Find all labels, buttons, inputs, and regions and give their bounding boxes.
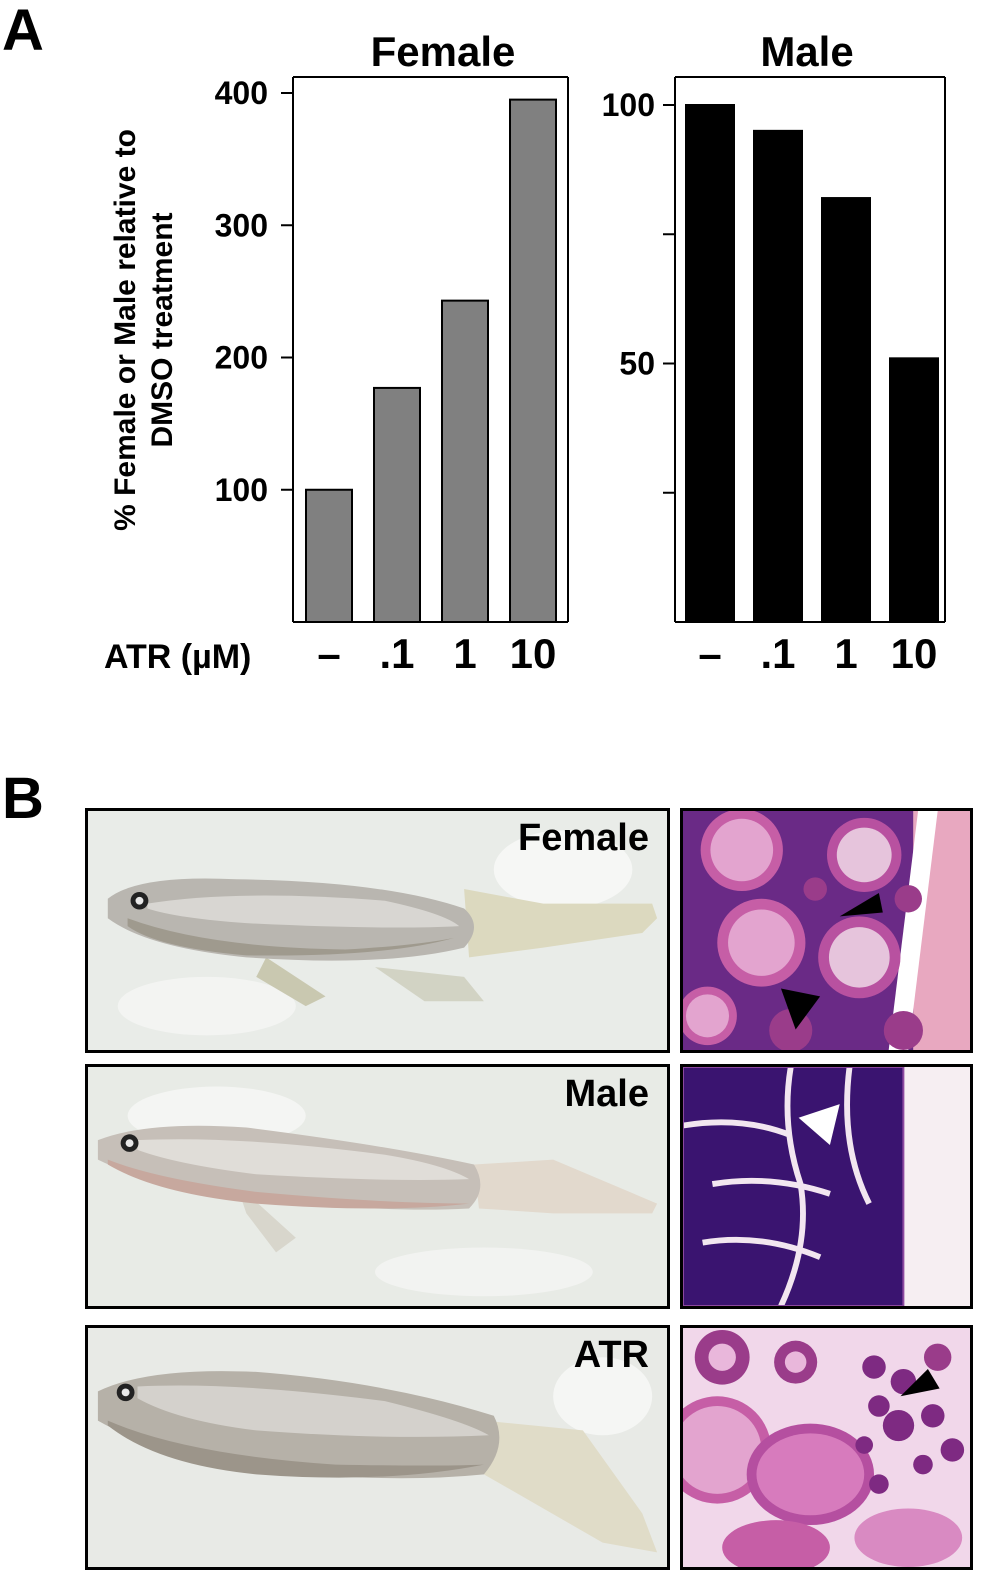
female-category-label: – — [317, 630, 340, 677]
female-y-tick-label: 300 — [215, 207, 268, 243]
atr-fish-photo: ATR — [85, 1325, 670, 1570]
female-category-label: .1 — [379, 630, 414, 677]
male-histology-image — [680, 1064, 973, 1309]
male-bar — [753, 129, 803, 623]
atr-label: ATR — [573, 1334, 649, 1376]
male-category-label: 1 — [834, 630, 857, 677]
male-category-label: 10 — [891, 630, 938, 677]
male-label: Male — [564, 1073, 649, 1115]
arrowhead-icon — [900, 1368, 940, 1397]
x-axis-title: ATR (µM) — [104, 638, 251, 676]
female-bar — [441, 299, 489, 623]
male-chart: Male 50 100 – .1 1 10 — [602, 28, 946, 677]
panel-a-letter: A — [2, 0, 44, 63]
female-category-label: 10 — [510, 630, 557, 677]
female-category-label: 1 — [453, 630, 476, 677]
arrowhead-icon — [780, 988, 821, 1030]
male-bar — [889, 357, 939, 623]
male-bar — [821, 197, 871, 623]
male-category-label: .1 — [760, 630, 795, 677]
female-bar — [509, 98, 557, 624]
arrowhead-icon — [798, 1104, 840, 1146]
female-label: Female — [518, 817, 649, 859]
male-chart-title: Male — [760, 28, 853, 75]
male-y-tick-label: 100 — [602, 87, 655, 123]
panel-b-letter: B — [2, 766, 44, 831]
female-histology-image — [680, 808, 973, 1053]
female-y-tick-label: 200 — [215, 340, 268, 376]
male-bar — [685, 104, 735, 623]
female-y-tick-label: 100 — [215, 472, 268, 508]
female-bar — [373, 386, 421, 624]
atr-histology-image — [680, 1325, 973, 1570]
female-bar — [305, 488, 353, 623]
male-y-tick-label: 50 — [619, 346, 655, 382]
y-axis-label-line2: DMSO treatment — [146, 212, 179, 447]
female-chart: Female 100 200 300 400 – .1 1 10 — [215, 28, 569, 677]
male-category-label: – — [698, 630, 721, 677]
female-chart-title: Female — [371, 28, 516, 75]
y-axis-label-line1: % Female or Male relative to — [109, 129, 142, 531]
male-fish-photo: Male — [85, 1064, 670, 1309]
female-y-tick-label: 400 — [215, 75, 268, 111]
arrowhead-icon — [839, 892, 883, 917]
bar-charts: % Female or Male relative to DMSO treatm… — [104, 28, 946, 677]
female-fish-photo: Female — [85, 808, 670, 1053]
